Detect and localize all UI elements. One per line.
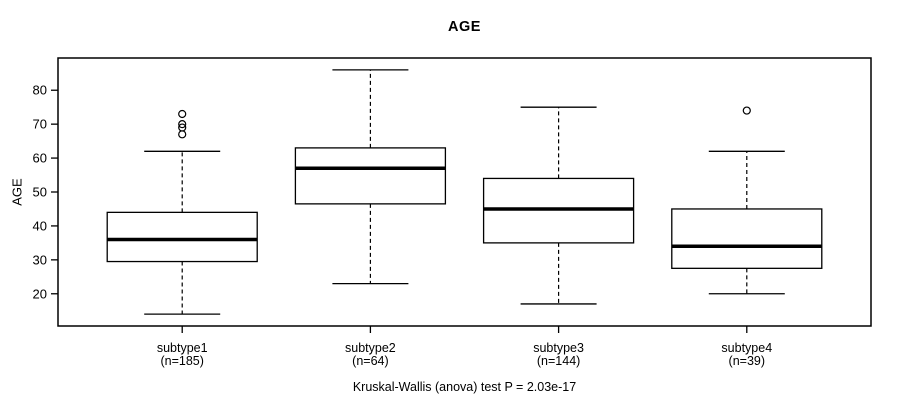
x-tick-label: subtype4 xyxy=(721,341,772,355)
x-tick-sublabel: (n=185) xyxy=(160,354,203,368)
x-tick-sublabel: (n=144) xyxy=(537,354,580,368)
x-tick-label: subtype2 xyxy=(345,341,396,355)
box-group-subtype1: subtype1(n=185) xyxy=(106,109,258,368)
y-tick-label: 30 xyxy=(33,252,47,267)
y-axis: 20 30 40 50 60 70 80 xyxy=(33,83,58,301)
iqr-box xyxy=(294,147,447,205)
iqr-box xyxy=(106,211,258,263)
x-tick-label: subtype3 xyxy=(533,341,584,355)
box-group-subtype2: subtype2(n=64) xyxy=(294,69,447,368)
outlier-point xyxy=(178,109,187,119)
y-tick-label: 40 xyxy=(33,218,47,233)
x-tick-sublabel: (n=64) xyxy=(352,354,388,368)
box-group-subtype3: subtype3(n=144) xyxy=(482,106,635,368)
outlier-point xyxy=(742,106,751,115)
outlier-point xyxy=(178,120,187,129)
x-tick-sublabel: (n=39) xyxy=(729,354,765,368)
x-tick-label: subtype1 xyxy=(157,341,208,355)
y-tick-label: 70 xyxy=(33,117,47,132)
y-tick-label: 20 xyxy=(33,286,47,301)
stat-test-caption: Kruskal-Wallis (anova) test P = 2.03e-17 xyxy=(352,380,577,394)
y-tick-label: 50 xyxy=(33,185,47,200)
box-group-subtype4: subtype4(n=39) xyxy=(671,106,823,368)
y-tick-label: 60 xyxy=(33,151,47,166)
chart-title: AGE xyxy=(448,19,481,35)
outlier-point xyxy=(178,130,187,139)
plot-border xyxy=(57,57,872,327)
outlier-point xyxy=(178,123,187,132)
iqr-box xyxy=(671,208,823,269)
y-tick-label: 80 xyxy=(33,83,47,98)
